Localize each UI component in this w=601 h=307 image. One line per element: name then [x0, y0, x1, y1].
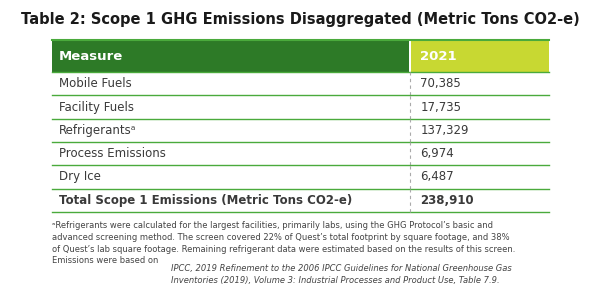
- FancyBboxPatch shape: [52, 119, 549, 142]
- Text: 6,487: 6,487: [420, 170, 454, 183]
- FancyBboxPatch shape: [52, 188, 549, 212]
- Text: Mobile Fuels: Mobile Fuels: [59, 77, 132, 90]
- Text: 2021: 2021: [420, 49, 457, 63]
- Text: 137,329: 137,329: [420, 124, 469, 137]
- Text: Process Emissions: Process Emissions: [59, 147, 166, 160]
- FancyBboxPatch shape: [52, 40, 409, 72]
- Text: 17,735: 17,735: [420, 101, 461, 114]
- Text: ᵃRefrigerants were calculated for the largest facilities, primarily labs, using : ᵃRefrigerants were calculated for the la…: [52, 221, 515, 266]
- Text: 70,385: 70,385: [420, 77, 461, 90]
- Text: Table 2: Scope 1 GHG Emissions Disaggregated (Metric Tons CO2-e): Table 2: Scope 1 GHG Emissions Disaggreg…: [21, 12, 580, 27]
- FancyBboxPatch shape: [52, 165, 549, 188]
- FancyBboxPatch shape: [52, 95, 549, 119]
- FancyBboxPatch shape: [411, 40, 549, 72]
- Text: 6,974: 6,974: [420, 147, 454, 160]
- Text: Measure: Measure: [59, 49, 123, 63]
- Text: Dry Ice: Dry Ice: [59, 170, 101, 183]
- Text: IPCC, 2019 Refinement to the 2006 IPCC Guidelines for National Greenhouse Gas
In: IPCC, 2019 Refinement to the 2006 IPCC G…: [171, 264, 511, 285]
- Text: Refrigerantsᵃ: Refrigerantsᵃ: [59, 124, 136, 137]
- Text: Total Scope 1 Emissions (Metric Tons CO2-e): Total Scope 1 Emissions (Metric Tons CO2…: [59, 194, 352, 207]
- Text: 238,910: 238,910: [420, 194, 474, 207]
- FancyBboxPatch shape: [52, 142, 549, 165]
- FancyBboxPatch shape: [52, 72, 549, 95]
- Text: Facility Fuels: Facility Fuels: [59, 101, 134, 114]
